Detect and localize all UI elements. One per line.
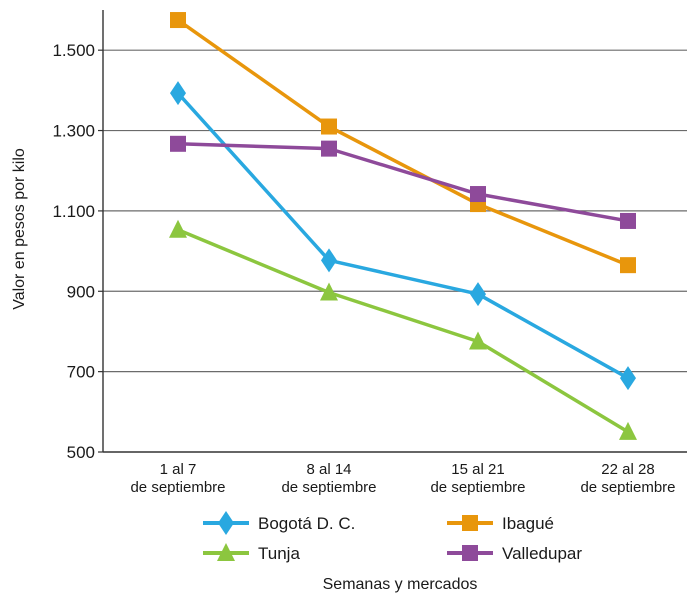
- gridlines: [103, 49, 687, 373]
- data-point: [619, 421, 637, 440]
- data-point: [620, 257, 636, 274]
- data-point: [620, 366, 636, 391]
- data-point: [321, 140, 337, 157]
- x-axis-categories: 1 al 7 de septiembre 8 al 14 de septiembre 1…: [130, 461, 675, 496]
- data-point: [170, 81, 186, 106]
- legend-label: Tunja: [258, 544, 300, 563]
- legend-label: Bogotá D. C.: [258, 514, 355, 533]
- data-point: [470, 186, 486, 203]
- legend-marker: [462, 515, 478, 531]
- series-group: [169, 12, 637, 440]
- x-category-label: 8 al 14 de septiembre: [281, 461, 376, 496]
- x-category-label: 1 al 7 de septiembre: [130, 461, 225, 496]
- series-line: [176, 18, 629, 267]
- x-category-label: 15 al 21 de septiembre: [430, 461, 525, 496]
- data-point: [321, 118, 337, 135]
- y-tick-label: 1.300: [52, 122, 95, 141]
- legend-marker: [217, 543, 235, 561]
- series-line: [176, 92, 629, 380]
- series-line: [177, 142, 629, 223]
- legend-item: Bogotá D. C.: [203, 511, 355, 535]
- series: [170, 12, 636, 274]
- data-point: [170, 135, 186, 152]
- y-tick-label: 700: [67, 363, 95, 382]
- legend-item: Tunja: [203, 543, 300, 563]
- legend-marker: [218, 511, 234, 535]
- legend-item: Ibagué: [447, 514, 554, 533]
- legend-label: Ibagué: [502, 514, 554, 533]
- x-axis-label: Semanas y mercados: [323, 576, 478, 593]
- data-point: [470, 282, 486, 307]
- y-tick-label: 1.500: [52, 41, 95, 60]
- data-point: [170, 12, 186, 29]
- y-axis-label: Valor en pesos por kilo: [11, 148, 28, 310]
- data-point: [321, 248, 337, 273]
- series: [169, 219, 637, 440]
- series: [170, 135, 636, 229]
- legend-label: Valledupar: [502, 544, 582, 563]
- axes: [102, 10, 687, 453]
- data-point: [620, 212, 636, 229]
- data-point: [169, 219, 187, 238]
- y-tick-label: 500: [67, 443, 95, 462]
- legend: Bogotá D. C. Ibagué Tunja Valledupar: [203, 511, 582, 563]
- legend-item: Valledupar: [447, 544, 582, 563]
- x-category-label: 22 al 28 de septiembre: [580, 461, 675, 496]
- data-point: [469, 331, 487, 350]
- series: [170, 81, 636, 391]
- data-point: [320, 282, 338, 301]
- y-tick-label: 1.100: [52, 202, 95, 221]
- legend-marker: [462, 545, 478, 561]
- series-line: [177, 228, 629, 434]
- y-tick-label: 900: [67, 282, 95, 301]
- y-axis-ticks: 500 700 900 1.100 1.300 1.500: [52, 41, 103, 462]
